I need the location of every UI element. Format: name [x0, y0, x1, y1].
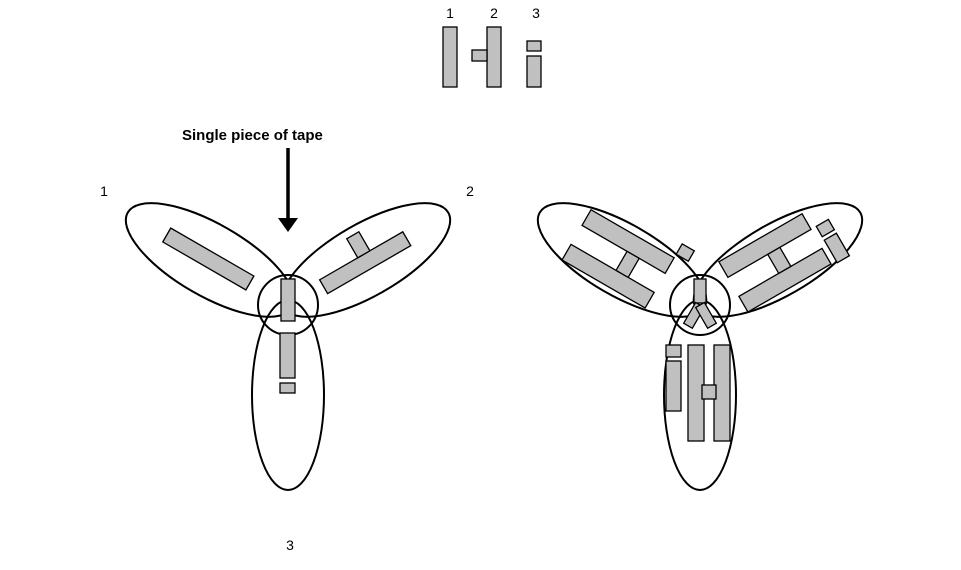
arrow [278, 148, 298, 232]
legend: 1 2 3 [443, 5, 541, 87]
legend-label-1: 1 [446, 5, 454, 21]
legend-tape-2 [472, 27, 501, 87]
hub-y [684, 303, 717, 329]
legend-tape-1 [443, 27, 457, 87]
legend-label-3: 3 [532, 5, 540, 21]
blade-label-3: 3 [286, 537, 294, 553]
blade-bottom-tapes [666, 345, 730, 441]
blade-ul-tapes [562, 196, 694, 315]
blade-label-2: 2 [466, 183, 474, 199]
blade-3-tape [280, 333, 295, 393]
caption-text: Single piece of tape [182, 127, 323, 144]
left-fan: 1 2 3 [100, 181, 474, 553]
legend-label-2: 2 [490, 5, 498, 21]
legend-tape-3 [527, 41, 541, 87]
hub-tape [281, 279, 295, 321]
hub-tape-top [694, 279, 706, 303]
blade-2-tape [309, 213, 411, 294]
right-fan [522, 181, 878, 490]
blade-label-1: 1 [100, 183, 108, 199]
